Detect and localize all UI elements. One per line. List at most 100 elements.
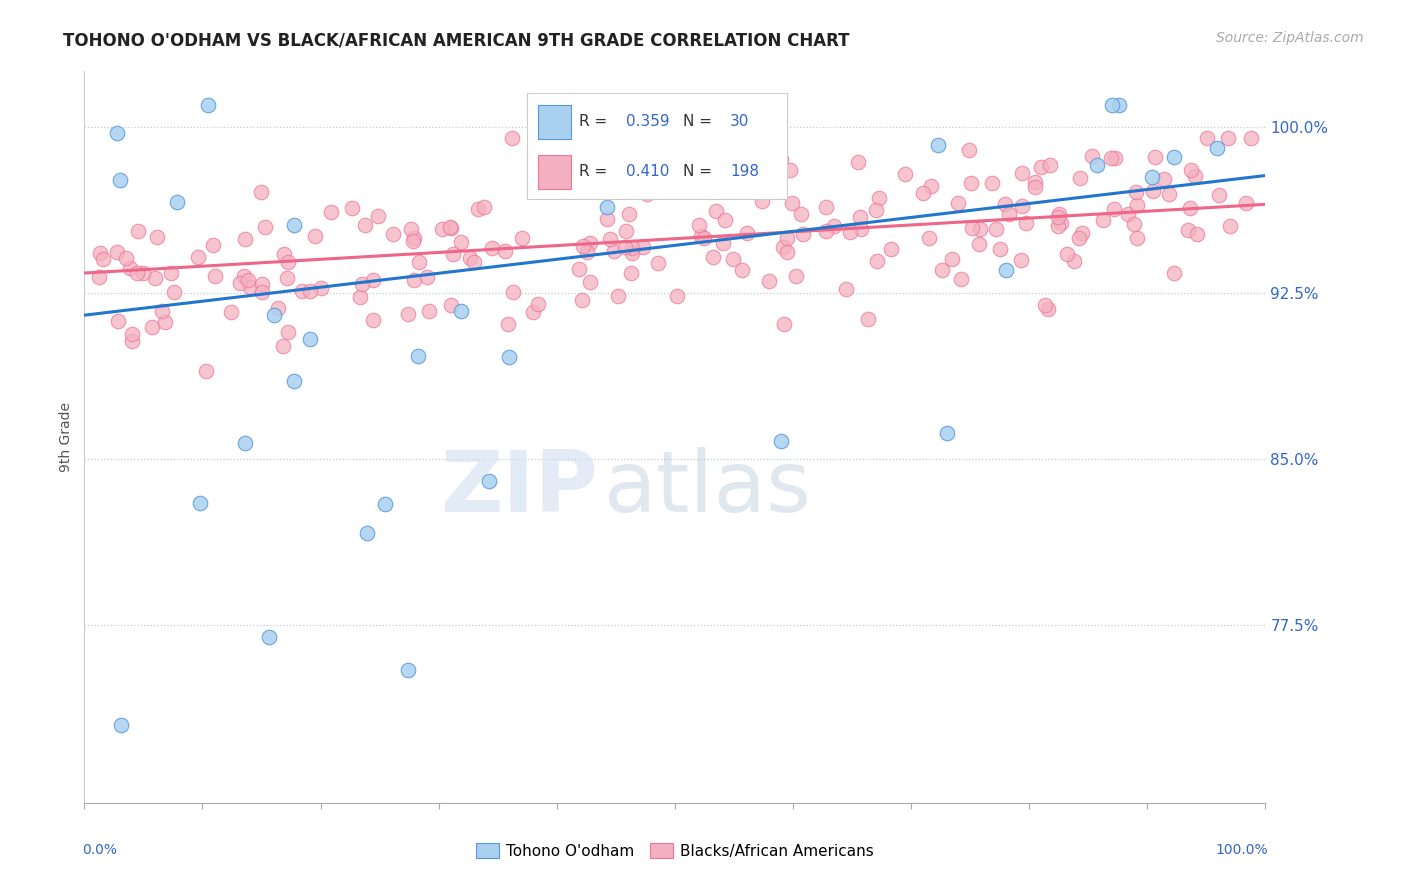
Point xyxy=(1197,131,1219,145)
Point xyxy=(107,314,129,328)
Point xyxy=(221,305,243,319)
Point xyxy=(1011,166,1033,180)
Point xyxy=(463,255,485,269)
Point xyxy=(636,186,658,201)
Point xyxy=(1126,231,1149,245)
Point xyxy=(606,289,628,303)
Point xyxy=(146,230,169,244)
Point xyxy=(776,230,799,244)
Point xyxy=(1056,246,1078,260)
Point xyxy=(458,252,481,266)
Point xyxy=(758,274,780,288)
Point xyxy=(969,222,991,236)
Point xyxy=(731,263,754,277)
Point xyxy=(911,186,934,201)
Point xyxy=(277,325,299,339)
Point xyxy=(153,315,176,329)
Point xyxy=(620,241,643,255)
Point xyxy=(981,176,1004,190)
Point xyxy=(188,496,211,510)
Point xyxy=(108,173,131,187)
Point xyxy=(918,231,941,245)
Point xyxy=(1208,188,1230,202)
Text: 100.0%: 100.0% xyxy=(1215,843,1268,857)
Point xyxy=(1142,184,1164,198)
Point xyxy=(430,221,453,235)
Point xyxy=(815,200,838,214)
Point xyxy=(367,209,389,223)
Point xyxy=(1108,97,1130,112)
Point xyxy=(273,247,295,261)
Point xyxy=(496,317,519,331)
Point xyxy=(349,290,371,304)
Point xyxy=(1234,195,1257,210)
Point xyxy=(751,194,773,208)
Point xyxy=(856,312,879,326)
Point xyxy=(1010,253,1032,268)
Point xyxy=(1153,172,1175,186)
Point xyxy=(704,203,727,218)
Point xyxy=(450,235,472,250)
Point xyxy=(160,266,183,280)
Point xyxy=(187,250,209,264)
Point xyxy=(1039,158,1062,172)
Point xyxy=(277,254,299,268)
Point xyxy=(1015,216,1038,230)
Point xyxy=(249,185,271,199)
Point xyxy=(1180,162,1202,177)
Point xyxy=(792,227,814,241)
Point xyxy=(1036,301,1059,316)
Point xyxy=(568,261,591,276)
Point xyxy=(620,266,643,280)
Point xyxy=(125,266,148,280)
Point xyxy=(1125,186,1147,200)
Point xyxy=(711,236,734,251)
Point xyxy=(361,273,384,287)
Point xyxy=(201,237,224,252)
Point xyxy=(1240,131,1263,145)
Point xyxy=(235,436,257,450)
Point xyxy=(472,200,495,214)
Point xyxy=(440,221,463,235)
Point xyxy=(127,224,149,238)
Point xyxy=(396,307,419,321)
Text: Source: ZipAtlas.com: Source: ZipAtlas.com xyxy=(1216,31,1364,45)
Point xyxy=(1163,266,1185,280)
Point xyxy=(309,281,332,295)
Point xyxy=(266,301,288,315)
Point xyxy=(1116,207,1139,221)
Point xyxy=(616,224,638,238)
Point xyxy=(478,475,501,489)
Point xyxy=(988,243,1011,257)
Point xyxy=(969,237,991,252)
Point xyxy=(1024,180,1046,194)
Point xyxy=(396,663,419,677)
Point xyxy=(342,201,364,215)
Point xyxy=(603,244,626,258)
Point xyxy=(233,232,256,246)
Point xyxy=(141,319,163,334)
Point xyxy=(440,298,463,312)
Point xyxy=(814,224,837,238)
Point xyxy=(91,252,114,266)
Point xyxy=(150,304,173,318)
Point xyxy=(439,219,461,234)
Point xyxy=(467,202,489,217)
Point xyxy=(1218,131,1240,145)
Point xyxy=(614,240,637,254)
Point xyxy=(995,263,1018,277)
Point xyxy=(276,271,298,285)
Point xyxy=(946,196,969,211)
Point xyxy=(1140,169,1163,184)
Point xyxy=(994,197,1017,211)
Point xyxy=(785,269,807,284)
Point xyxy=(89,246,111,260)
Point xyxy=(599,232,621,246)
Point xyxy=(1071,226,1094,240)
Point xyxy=(254,220,277,235)
Point xyxy=(866,254,889,268)
Point xyxy=(374,497,396,511)
Point xyxy=(402,231,425,245)
Point xyxy=(1157,187,1180,202)
Text: 0.0%: 0.0% xyxy=(82,843,117,857)
